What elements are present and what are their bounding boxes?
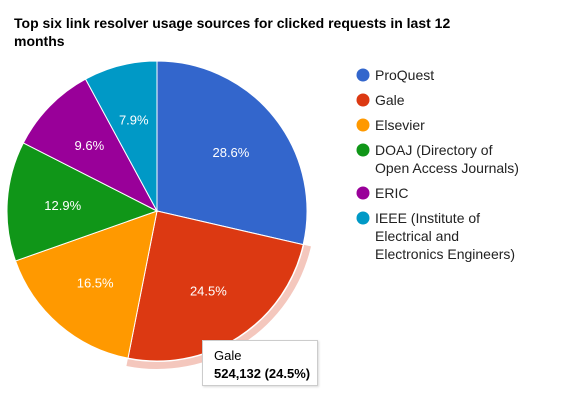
slices-layer	[6, 60, 308, 362]
slice-label-ieee: 7.9%	[119, 112, 149, 127]
slice-proquest[interactable]	[156, 60, 308, 246]
tooltip-name: Gale	[214, 348, 242, 363]
slice-labels-layer: 28.6% 24.5% 16.5% 12.9% 9.6% 7.9%	[44, 112, 250, 298]
slice-gale[interactable]	[127, 210, 304, 362]
legend-item-gale[interactable]: Gale	[356, 92, 405, 108]
legend-label-doaj: DOAJ (Directory of Open Access Journals)	[375, 142, 519, 176]
legend-marker-eric	[356, 186, 370, 200]
tooltip-value: 524,132 (24.5%)	[214, 366, 311, 381]
legend-item-ieee[interactable]: IEEE (Institute of Electrical and Electron…	[356, 210, 516, 262]
legend: ProQuest Gale Elsevier DOAJ (Directory of Op…	[356, 67, 519, 262]
legend-marker-ieee	[356, 211, 370, 225]
highlight-ring-layer	[126, 244, 311, 369]
slice-ieee[interactable]	[84, 60, 158, 212]
slice-highlight-ring	[126, 244, 311, 369]
legend-label-proquest: ProQuest	[375, 67, 434, 83]
legend-label-elsevier: Elsevier	[375, 117, 425, 133]
legend-label-gale: Gale	[375, 92, 405, 108]
legend-marker-elsevier	[356, 118, 370, 132]
tooltip: Gale 524,132 (24.5%)	[202, 340, 318, 386]
legend-marker-doaj	[356, 143, 370, 157]
slice-doaj[interactable]	[6, 142, 159, 262]
legend-item-doaj[interactable]: DOAJ (Directory of Open Access Journals)	[356, 142, 519, 176]
slice-eric[interactable]	[22, 78, 159, 213]
legend-item-eric[interactable]: ERIC	[356, 185, 409, 201]
slice-label-proquest: 28.6%	[212, 145, 249, 160]
slice-label-doaj: 12.9%	[44, 198, 81, 213]
legend-label-eric: ERIC	[375, 185, 408, 201]
slice-elsevier[interactable]	[14, 210, 158, 359]
legend-item-elsevier[interactable]: Elsevier	[356, 117, 426, 133]
legend-marker-proquest	[356, 68, 370, 82]
slice-label-eric: 9.6%	[75, 138, 105, 153]
legend-marker-gale	[356, 93, 370, 107]
slice-label-gale: 24.5%	[190, 283, 227, 298]
chart-title: Top six link resolver usage sources for …	[14, 15, 451, 49]
legend-item-proquest[interactable]: ProQuest	[356, 67, 435, 83]
legend-label-ieee: IEEE (Institute of Electrical and Electron…	[375, 210, 515, 262]
slice-label-elsevier: 16.5%	[77, 275, 114, 290]
